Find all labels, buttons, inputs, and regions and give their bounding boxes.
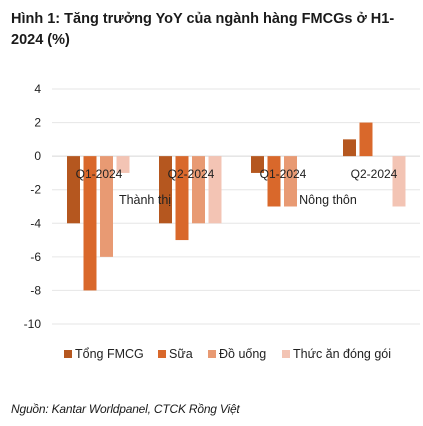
category-label: Q2-2024 — [351, 167, 398, 181]
y-tick-label: 0 — [34, 149, 41, 163]
bar — [359, 122, 373, 157]
bar — [343, 139, 356, 157]
y-tick-label: -4 — [30, 216, 41, 230]
legend-label: Tổng FMCG — [75, 347, 144, 361]
y-tick-label: -8 — [30, 283, 41, 297]
gridlines — [52, 88, 420, 325]
bar — [208, 156, 222, 224]
legend-swatch — [158, 350, 166, 358]
legend-label: Sữa — [169, 347, 193, 361]
source-note: Nguồn: Kantar Worldpanel, CTCK Rồng Việt — [11, 402, 240, 416]
y-axis-ticks: 4 2 0 -2 -4 -6 -8 -10 — [24, 82, 42, 331]
group-label: Nông thôn — [299, 193, 357, 207]
bar — [267, 156, 281, 207]
y-tick-label: 4 — [34, 82, 41, 96]
bar — [284, 156, 297, 207]
legend-label: Đồ uống — [219, 347, 266, 361]
category-label: Q1-2024 — [260, 167, 307, 181]
category-label: Q2-2024 — [168, 167, 215, 181]
bar — [100, 156, 113, 257]
chart-title: Hình 1: Tăng trưởng YoY của ngành hàng F… — [11, 11, 395, 48]
category-labels: Q1-2024 Q2-2024 Q1-2024 Q2-2024 — [76, 167, 398, 181]
legend-swatch — [282, 350, 290, 358]
y-tick-label: 2 — [34, 116, 41, 130]
category-label: Q1-2024 — [76, 167, 123, 181]
legend: Tổng FMCG Sữa Đồ uống Thức ăn đóng gói — [64, 347, 391, 361]
legend-swatch — [208, 350, 216, 358]
group-labels: Thành thị Nông thôn — [119, 193, 357, 207]
bars — [67, 122, 406, 291]
legend-swatch — [64, 350, 72, 358]
bar-chart: 4 2 0 -2 -4 -6 -8 -10 Q1-2024 Q2-2024 Q1-2024 Q2-2… — [24, 82, 420, 361]
bar — [392, 156, 406, 207]
bar — [175, 156, 189, 241]
bar — [83, 156, 97, 291]
bar — [251, 156, 264, 173]
bar — [67, 156, 80, 224]
bar — [192, 156, 205, 224]
y-tick-label: -2 — [30, 183, 41, 197]
y-tick-label: -6 — [30, 250, 41, 264]
bar — [159, 156, 172, 224]
bar — [116, 156, 130, 173]
legend-label: Thức ăn đóng gói — [293, 347, 391, 361]
group-label: Thành thị — [119, 193, 171, 207]
y-tick-label: -10 — [24, 317, 42, 331]
